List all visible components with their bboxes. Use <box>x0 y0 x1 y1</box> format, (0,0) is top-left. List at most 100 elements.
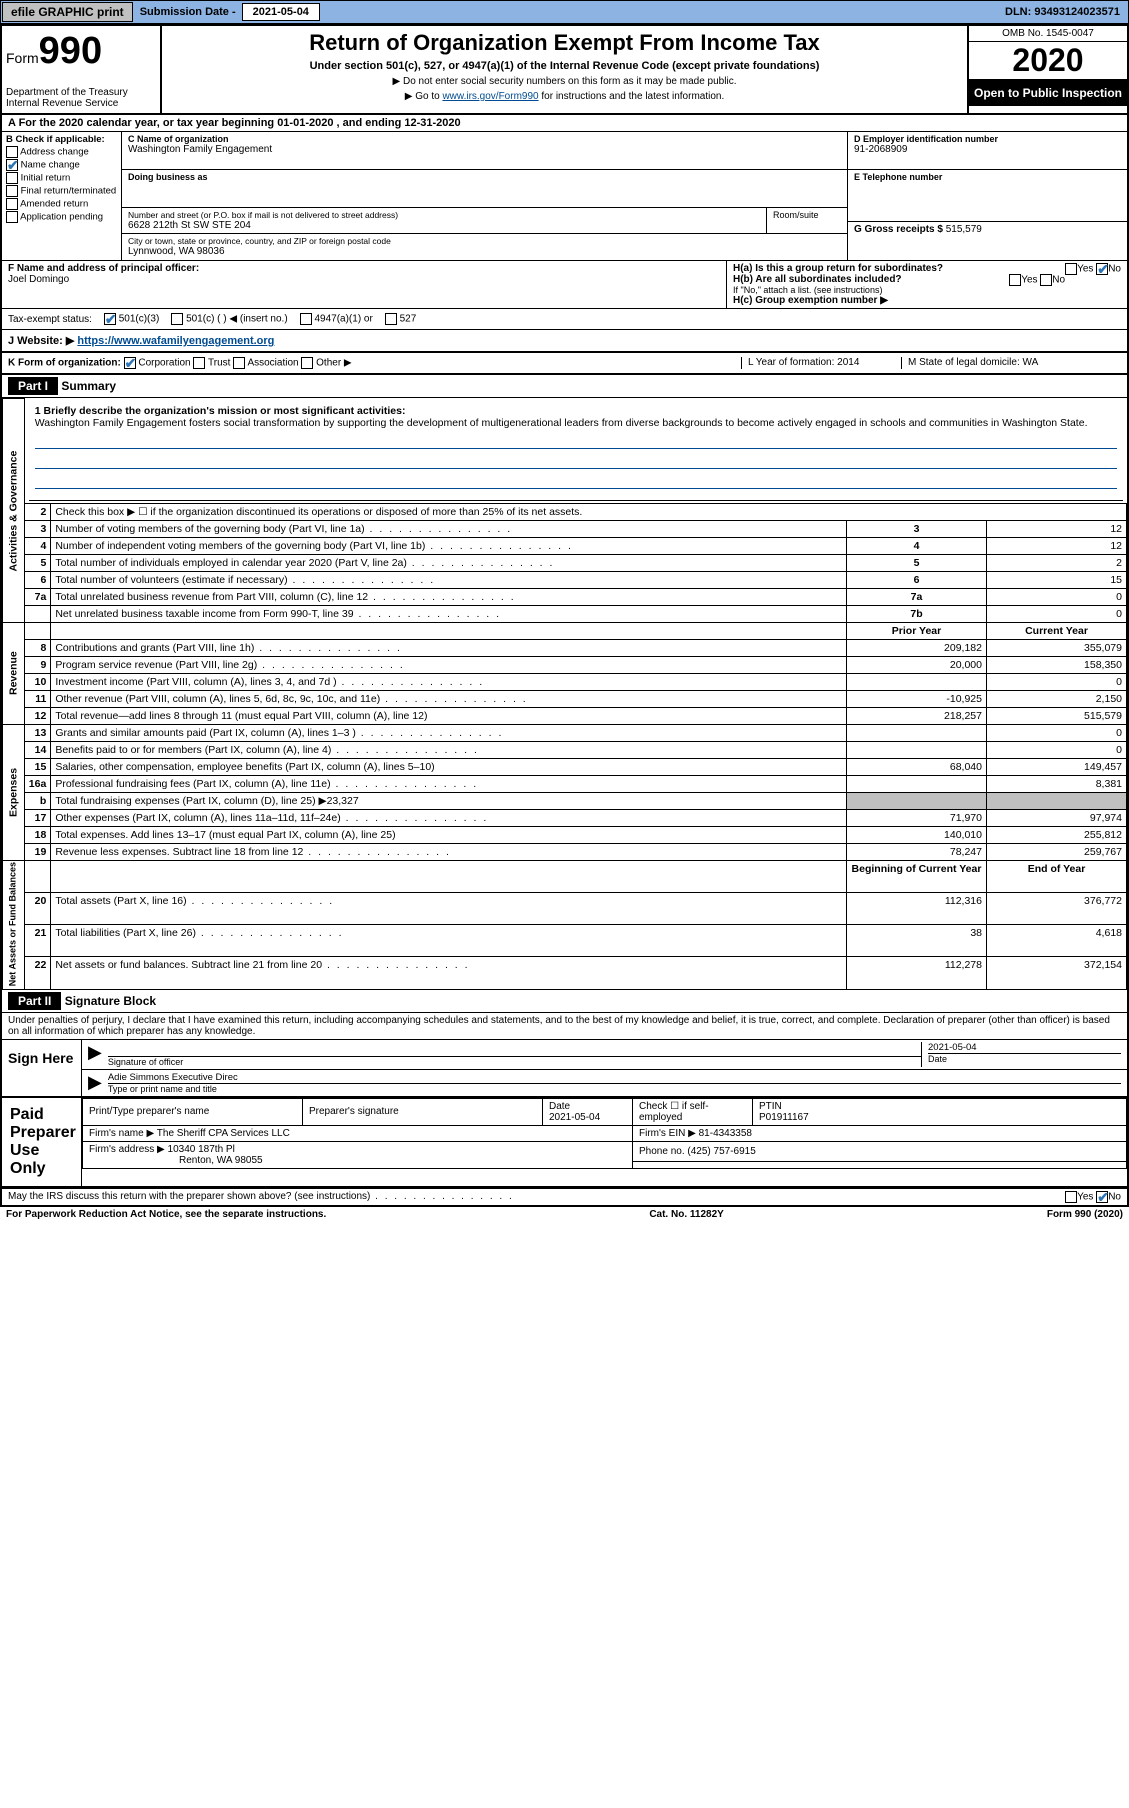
prep-name-label: Print/Type preparer's name <box>83 1098 303 1125</box>
page-footer: For Paperwork Reduction Act Notice, see … <box>0 1207 1129 1222</box>
final-return-checkbox[interactable] <box>6 185 18 197</box>
part2-header: Part II Signature Block <box>2 990 1127 1013</box>
table-row: 18Total expenses. Add lines 13–17 (must … <box>3 826 1127 843</box>
efile-print-button[interactable]: efile GRAPHIC print <box>2 2 133 22</box>
submission-date: 2021-05-04 <box>242 3 320 21</box>
discuss-no-checkbox[interactable] <box>1096 1191 1108 1203</box>
org-name-label: C Name of organization <box>128 134 841 144</box>
ha-no-checkbox[interactable] <box>1096 263 1108 275</box>
table-row: 16aProfessional fundraising fees (Part I… <box>3 775 1127 792</box>
association-checkbox[interactable] <box>233 357 245 369</box>
form-990: Form990 Department of the Treasury Inter… <box>0 24 1129 1207</box>
section-f: F Name and address of principal officer:… <box>2 261 727 308</box>
table-row: 14Benefits paid to or for members (Part … <box>3 741 1127 758</box>
declaration: Under penalties of perjury, I declare th… <box>2 1013 1127 1040</box>
expenses-label: Expenses <box>3 724 25 860</box>
street: 6628 212th St SW STE 204 <box>128 220 760 231</box>
table-row: 11Other revenue (Part VIII, column (A), … <box>3 690 1127 707</box>
section-c: C Name of organization Washington Family… <box>122 132 847 260</box>
501c3-checkbox[interactable] <box>104 313 116 325</box>
ha-yes-checkbox[interactable] <box>1065 263 1077 275</box>
corporation-checkbox[interactable] <box>124 357 136 369</box>
initial-return-checkbox[interactable] <box>6 172 18 184</box>
form-header: Form990 Department of the Treasury Inter… <box>2 26 1127 115</box>
form-ref: Form 990 (2020) <box>1047 1209 1123 1220</box>
arrow-icon: ▶ <box>88 1072 108 1094</box>
mission-label: 1 Briefly describe the organization's mi… <box>35 405 406 417</box>
discuss-row: May the IRS discuss this return with the… <box>2 1188 1127 1205</box>
submission-date-label: Submission Date - <box>134 6 242 18</box>
section-fh: F Name and address of principal officer:… <box>2 261 1127 309</box>
table-row: 8Contributions and grants (Part VIII, li… <box>3 639 1127 656</box>
sign-here-label: Sign Here <box>2 1040 82 1096</box>
street-label: Number and street (or P.O. box if mail i… <box>128 210 760 220</box>
phone-label: E Telephone number <box>854 172 1121 182</box>
table-row: 19Revenue less expenses. Subtract line 1… <box>3 843 1127 860</box>
website-row: J Website: ▶ https://www.wafamilyengagem… <box>2 330 1127 353</box>
gross-receipts: 515,579 <box>946 224 982 235</box>
hb-note: If "No," attach a list. (see instruction… <box>733 285 1121 295</box>
department: Department of the Treasury Internal Reve… <box>6 87 156 109</box>
year-formation: L Year of formation: 2014 <box>741 357 901 369</box>
line2: Check this box ▶ ☐ if the organization d… <box>51 503 1127 520</box>
suite-label: Room/suite <box>767 208 847 233</box>
header-mid: Return of Organization Exempt From Incom… <box>162 26 967 113</box>
section-bcd: B Check if applicable: Address change Na… <box>2 132 1127 261</box>
discuss-yes-checkbox[interactable] <box>1065 1191 1077 1203</box>
omb-number: OMB No. 1545-0047 <box>969 26 1127 42</box>
trust-checkbox[interactable] <box>193 357 205 369</box>
dba-label: Doing business as <box>128 172 841 182</box>
table-row: 21Total liabilities (Part X, line 26)384… <box>3 925 1127 957</box>
k-row: K Form of organization: Corporation Trus… <box>2 353 1127 375</box>
arrow-icon: ▶ <box>88 1042 108 1067</box>
prep-date: 2021-05-04 <box>549 1112 600 1123</box>
ein-label: D Employer identification number <box>854 134 1121 144</box>
firm-phone: (425) 757-6915 <box>687 1146 755 1157</box>
paid-preparer-row: Paid Preparer Use Only Print/Type prepar… <box>2 1098 1127 1188</box>
table-row: 5Total number of individuals employed in… <box>3 554 1127 571</box>
paid-preparer-label: Paid Preparer Use Only <box>2 1098 82 1186</box>
table-row: 7aTotal unrelated business revenue from … <box>3 588 1127 605</box>
other-checkbox[interactable] <box>301 357 313 369</box>
hc-label: H(c) Group exemption number ▶ <box>733 295 888 306</box>
527-checkbox[interactable] <box>385 313 397 325</box>
part1-header: Part I Summary <box>2 375 1127 398</box>
revenue-label: Revenue <box>3 622 25 724</box>
sig-officer-label: Signature of officer <box>108 1056 921 1067</box>
amended-checkbox[interactable] <box>6 198 18 210</box>
dln: DLN: 93493124023571 <box>997 6 1128 18</box>
state-domicile: M State of legal domicile: WA <box>901 357 1121 369</box>
website-link[interactable]: https://www.wafamilyengagement.org <box>77 335 274 347</box>
officer-name: Joel Domingo <box>8 274 69 285</box>
topbar: efile GRAPHIC print Submission Date - 20… <box>0 0 1129 24</box>
netassets-label: Net Assets or Fund Balances <box>3 860 25 989</box>
4947-checkbox[interactable] <box>300 313 312 325</box>
header-right: OMB No. 1545-0047 2020 Open to Public In… <box>967 26 1127 113</box>
table-row: 3Number of voting members of the governi… <box>3 520 1127 537</box>
name-change-checkbox[interactable] <box>6 159 18 171</box>
form-number: 990 <box>39 30 102 72</box>
header-left: Form990 Department of the Treasury Inter… <box>2 26 162 113</box>
hb-yes-checkbox[interactable] <box>1009 274 1021 286</box>
section-d: D Employer identification number 91-2068… <box>847 132 1127 260</box>
hb-no-checkbox[interactable] <box>1040 274 1052 286</box>
table-row: Net unrelated business taxable income fr… <box>3 605 1127 622</box>
prep-sig-label: Preparer's signature <box>303 1098 543 1125</box>
instructions-link[interactable]: www.irs.gov/Form990 <box>442 91 538 102</box>
self-employed: Check ☐ if self-employed <box>633 1098 753 1125</box>
gross-label: G Gross receipts $ <box>854 224 946 235</box>
table-row: 10Investment income (Part VIII, column (… <box>3 673 1127 690</box>
tax-status-label: Tax-exempt status: <box>8 314 92 325</box>
app-pending-checkbox[interactable] <box>6 211 18 223</box>
tax-status-row: Tax-exempt status: 501(c)(3) 501(c) ( ) … <box>2 309 1127 330</box>
firm-addr1: 10340 187th Pl <box>168 1144 235 1155</box>
section-b: B Check if applicable: Address change Na… <box>2 132 122 260</box>
officer-printed-name: Adie Simmons Executive Direc <box>108 1072 238 1083</box>
mission-text: Washington Family Engagement fosters soc… <box>35 417 1088 429</box>
tax-period: A For the 2020 calendar year, or tax yea… <box>2 115 1127 132</box>
501c-checkbox[interactable] <box>171 313 183 325</box>
activities-label: Activities & Governance <box>3 399 25 623</box>
form-subtitle: Under section 501(c), 527, or 4947(a)(1)… <box>166 60 963 72</box>
open-inspection: Open to Public Inspection <box>969 80 1127 106</box>
table-row: 20Total assets (Part X, line 16)112,3163… <box>3 892 1127 924</box>
